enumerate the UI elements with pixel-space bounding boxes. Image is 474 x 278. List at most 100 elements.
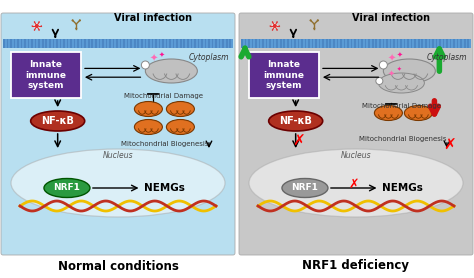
- Bar: [74, 39, 75, 48]
- Circle shape: [276, 21, 278, 23]
- Bar: [191, 39, 192, 48]
- Text: Viral infection: Viral infection: [352, 13, 430, 23]
- Bar: [49, 39, 51, 48]
- Ellipse shape: [404, 105, 432, 120]
- Bar: [418, 39, 419, 48]
- FancyBboxPatch shape: [249, 52, 319, 98]
- Bar: [283, 39, 285, 48]
- Bar: [276, 39, 278, 48]
- Text: ✦: ✦: [149, 54, 157, 64]
- Bar: [222, 39, 224, 48]
- Bar: [322, 39, 324, 48]
- Bar: [81, 39, 82, 48]
- Text: Mitochondrial Damage: Mitochondrial Damage: [124, 93, 203, 99]
- Bar: [116, 39, 118, 48]
- Bar: [319, 39, 320, 48]
- Text: ✗: ✗: [348, 177, 359, 190]
- Bar: [326, 39, 328, 48]
- Bar: [130, 39, 132, 48]
- Bar: [262, 39, 264, 48]
- Bar: [95, 39, 97, 48]
- Ellipse shape: [146, 59, 197, 83]
- Bar: [215, 39, 217, 48]
- Ellipse shape: [282, 178, 328, 197]
- Text: Innate
immune
system: Innate immune system: [264, 60, 304, 90]
- Circle shape: [279, 25, 280, 27]
- Bar: [63, 39, 65, 48]
- Ellipse shape: [44, 178, 90, 197]
- Bar: [102, 39, 104, 48]
- Circle shape: [32, 25, 33, 27]
- Bar: [176, 39, 178, 48]
- Bar: [70, 39, 72, 48]
- Bar: [450, 39, 451, 48]
- Circle shape: [272, 29, 273, 31]
- Bar: [436, 39, 437, 48]
- Bar: [390, 39, 391, 48]
- Circle shape: [379, 61, 387, 69]
- Bar: [439, 39, 441, 48]
- Ellipse shape: [31, 111, 85, 131]
- Bar: [24, 39, 26, 48]
- Text: Cytoplasm: Cytoplasm: [189, 53, 229, 62]
- Text: NEMGs: NEMGs: [382, 183, 423, 193]
- Bar: [386, 39, 388, 48]
- Bar: [145, 39, 146, 48]
- Bar: [255, 39, 257, 48]
- Ellipse shape: [166, 101, 194, 116]
- Text: Mitochondrial Biogenesis: Mitochondrial Biogenesis: [121, 141, 208, 147]
- Circle shape: [72, 19, 74, 21]
- Bar: [252, 39, 253, 48]
- Bar: [428, 39, 430, 48]
- Ellipse shape: [135, 120, 163, 135]
- Bar: [226, 39, 228, 48]
- Bar: [344, 39, 345, 48]
- Bar: [166, 39, 167, 48]
- Bar: [269, 39, 271, 48]
- Bar: [333, 39, 335, 48]
- Bar: [169, 39, 171, 48]
- Bar: [91, 39, 93, 48]
- Bar: [460, 39, 462, 48]
- Circle shape: [317, 19, 319, 21]
- Bar: [17, 39, 19, 48]
- Bar: [205, 39, 206, 48]
- Text: ✦: ✦: [387, 54, 395, 64]
- Bar: [407, 39, 409, 48]
- Text: NF-κB: NF-κB: [41, 116, 74, 126]
- Bar: [173, 39, 174, 48]
- FancyBboxPatch shape: [1, 13, 235, 255]
- Bar: [42, 39, 44, 48]
- Bar: [354, 39, 356, 48]
- Ellipse shape: [374, 105, 402, 120]
- Circle shape: [313, 28, 315, 29]
- Bar: [266, 39, 267, 48]
- Ellipse shape: [135, 101, 163, 116]
- Bar: [397, 39, 398, 48]
- Bar: [241, 39, 471, 48]
- Circle shape: [79, 19, 81, 21]
- Circle shape: [34, 24, 39, 28]
- Bar: [67, 39, 68, 48]
- Text: ✗: ✗: [292, 133, 305, 148]
- Circle shape: [310, 19, 312, 21]
- Text: Mitochondrial Damage: Mitochondrial Damage: [362, 103, 441, 109]
- Bar: [457, 39, 458, 48]
- Bar: [393, 39, 395, 48]
- Bar: [148, 39, 150, 48]
- Bar: [404, 39, 405, 48]
- Bar: [31, 39, 33, 48]
- Bar: [368, 39, 370, 48]
- Bar: [201, 39, 203, 48]
- Bar: [467, 39, 469, 48]
- Bar: [127, 39, 128, 48]
- Circle shape: [276, 29, 278, 31]
- Bar: [340, 39, 342, 48]
- Text: ✗: ✗: [444, 138, 456, 153]
- Bar: [229, 39, 231, 48]
- Circle shape: [38, 29, 40, 31]
- Bar: [208, 39, 210, 48]
- Text: ✦: ✦: [396, 52, 402, 58]
- Circle shape: [141, 61, 149, 69]
- Bar: [219, 39, 220, 48]
